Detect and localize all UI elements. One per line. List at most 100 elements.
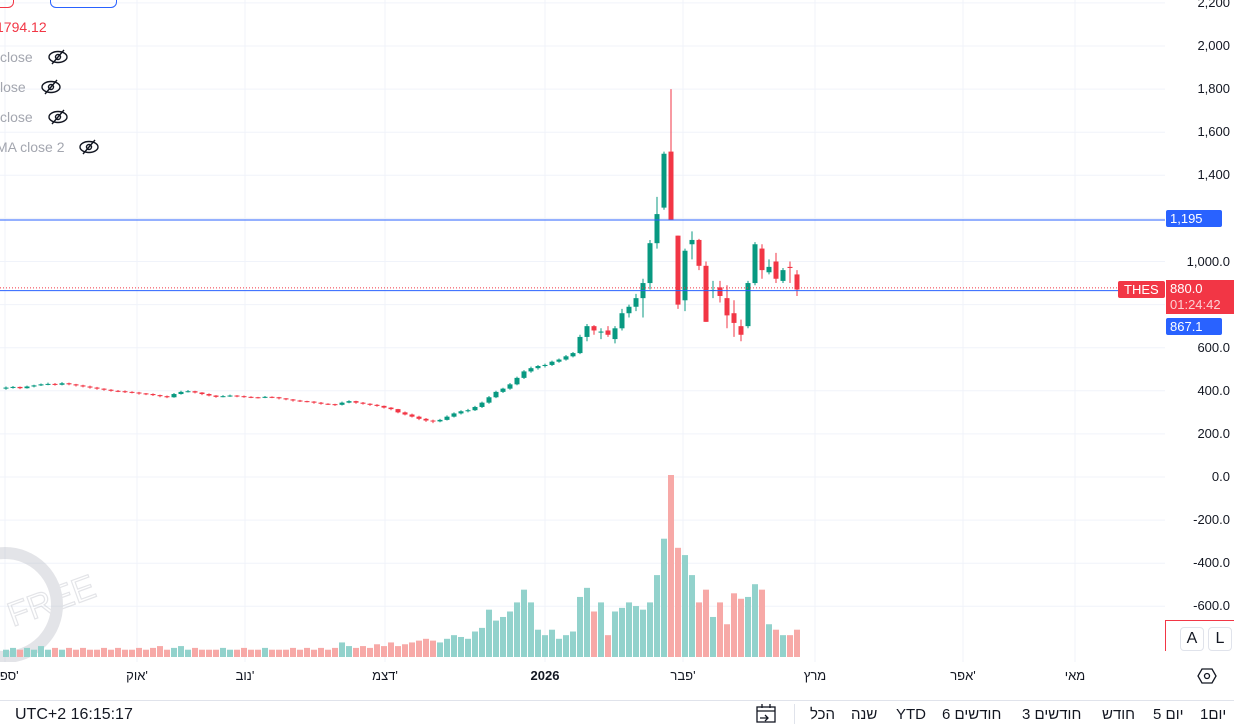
candle-down xyxy=(87,386,93,388)
calendar-goto-icon[interactable] xyxy=(754,703,780,725)
candle-down xyxy=(52,383,58,385)
volume-bar xyxy=(479,627,485,657)
volume-bar xyxy=(290,647,296,657)
volume-bar xyxy=(773,629,779,657)
volume-bar xyxy=(493,620,499,657)
candle-down xyxy=(395,409,401,413)
volume-bar xyxy=(556,638,562,657)
candle-up xyxy=(3,387,9,389)
volume-bar xyxy=(633,606,639,657)
pane-frame xyxy=(1165,620,1234,651)
price-tick-label: -200.0 xyxy=(1193,512,1230,528)
time-tick-label: מאי xyxy=(1064,668,1086,683)
settings-hexagon-icon[interactable] xyxy=(1197,666,1217,686)
time-tick-label: אוק' xyxy=(126,668,148,683)
volume-bar xyxy=(395,646,401,657)
candle-up xyxy=(59,383,65,385)
candle-down xyxy=(304,401,310,403)
range-6-months[interactable]: 6 חודשים xyxy=(942,706,1002,723)
volume-bar xyxy=(101,647,107,657)
range-all[interactable]: הכל xyxy=(810,706,836,723)
range-ytd[interactable]: YTD xyxy=(896,706,926,723)
legend-indicator-2[interactable]: lose xyxy=(0,79,62,95)
candle-down xyxy=(724,298,730,316)
eye-crossed-icon[interactable] xyxy=(40,79,62,95)
range-1-month[interactable]: חודש xyxy=(1102,706,1136,723)
candle-up xyxy=(185,391,191,393)
volume-bar xyxy=(388,642,394,657)
volume-bar xyxy=(626,602,632,657)
time-axis[interactable] xyxy=(0,662,1165,692)
volume-bar xyxy=(38,646,44,657)
candle-down xyxy=(353,401,359,403)
volume-bar xyxy=(360,646,366,657)
legend-indicator-1[interactable]: close xyxy=(0,49,69,65)
candle-down xyxy=(94,387,100,389)
candle-up xyxy=(689,239,695,245)
legend-indicator-4[interactable]: MA close 2 xyxy=(0,139,100,155)
volume-bar xyxy=(423,638,429,657)
volume-bar xyxy=(682,555,688,657)
candle-down xyxy=(290,399,296,401)
candle-down xyxy=(234,395,240,397)
legend-indicator-3[interactable]: close xyxy=(0,109,69,125)
candle-down xyxy=(108,389,114,391)
volume-bar xyxy=(129,649,135,657)
volume-bar xyxy=(164,649,170,657)
volume-bar xyxy=(528,602,534,657)
eye-crossed-icon[interactable] xyxy=(47,109,69,125)
volume-bar xyxy=(3,649,9,657)
volume-bar xyxy=(80,647,86,657)
candle-down xyxy=(297,400,303,402)
eye-crossed-icon[interactable] xyxy=(78,139,100,155)
volume-bar xyxy=(367,647,373,657)
volume-bar xyxy=(409,642,415,657)
level-badge-low: 867.1 xyxy=(1166,318,1222,335)
volume-bar xyxy=(318,647,324,657)
candle-up xyxy=(612,328,618,340)
volume-bar xyxy=(220,647,226,657)
range-1-day[interactable]: 1יום xyxy=(1200,706,1227,723)
partial-button-red[interactable] xyxy=(0,0,14,8)
candle-down xyxy=(402,412,408,415)
candle-up xyxy=(24,386,30,389)
price-tick-label: 2,000 xyxy=(1197,38,1230,53)
auto-scale-button[interactable]: A xyxy=(1180,627,1204,651)
price-tick-label: 400.0 xyxy=(1197,382,1230,398)
candle-down xyxy=(374,404,380,406)
partial-button-blue[interactable] xyxy=(50,0,117,8)
range-year[interactable]: שנה xyxy=(851,706,878,723)
candle-down xyxy=(269,396,275,398)
volume-bar xyxy=(465,638,471,657)
candle-up xyxy=(38,384,44,386)
candle-down xyxy=(255,397,261,399)
bottom-toolbar xyxy=(0,700,1234,727)
candle-down xyxy=(318,402,324,404)
volume-bar xyxy=(696,602,702,657)
volume-bar xyxy=(430,640,436,657)
volume-bar xyxy=(283,649,289,657)
volume-bars xyxy=(3,475,800,657)
candle-up xyxy=(654,214,660,244)
clock[interactable]: UTC+2 16:15:17 xyxy=(15,706,133,723)
volume-bar xyxy=(45,649,51,657)
candle-up xyxy=(647,243,653,284)
range-3-months[interactable]: 3 חודשים xyxy=(1022,706,1082,723)
volume-bar xyxy=(654,575,660,657)
volume-bar xyxy=(115,647,121,657)
bar-countdown: 01:24:42 xyxy=(1170,297,1221,312)
volume-bar xyxy=(255,649,261,657)
candle-down xyxy=(73,384,79,386)
time-tick-label: אפר' xyxy=(950,668,976,683)
volume-bar xyxy=(248,649,254,657)
volume-bar xyxy=(136,647,142,657)
range-5-days[interactable]: 5 יום xyxy=(1153,706,1184,723)
log-scale-button[interactable]: L xyxy=(1208,627,1232,651)
eye-crossed-icon[interactable] xyxy=(47,49,69,65)
volume-bar xyxy=(787,635,793,657)
time-tick-label: מרץ xyxy=(803,668,827,683)
candle-up xyxy=(493,391,499,398)
volume-bar xyxy=(717,602,723,657)
price-chart[interactable]: FREE xyxy=(0,0,1165,662)
time-tick-label: 2026 xyxy=(530,668,560,683)
